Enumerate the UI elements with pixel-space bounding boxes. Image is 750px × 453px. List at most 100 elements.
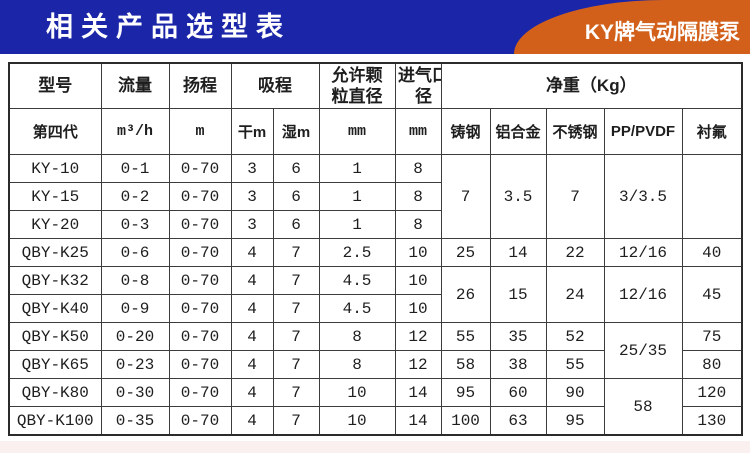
cell-fluorine: 40 (681, 238, 743, 267)
brand-badge: KY牌气动隔膜泵 (514, 0, 750, 54)
bottom-strip (0, 441, 750, 453)
unit-inlet: mm (394, 108, 442, 155)
cell-aluminum: 60 (489, 378, 547, 407)
cell-particle: 1 (318, 154, 396, 183)
cell-inlet: 12 (394, 350, 442, 379)
cell-model: KY-10 (8, 154, 102, 183)
cell-aluminum: 35 (489, 322, 547, 351)
cell-aluminum: 63 (489, 406, 547, 436)
cell-wet: 7 (272, 378, 320, 407)
unit-dry: 干m (230, 108, 274, 155)
cell-inlet: 8 (394, 154, 442, 183)
cell-dry: 4 (230, 238, 274, 267)
cell-head: 0-70 (168, 238, 232, 267)
cell-cast-steel: 25 (440, 238, 491, 267)
unit-fluorine: 衬氟 (681, 108, 743, 155)
cell-flow: 0-6 (100, 238, 170, 267)
cell-model: KY-15 (8, 182, 102, 211)
cell-model: QBY-K100 (8, 406, 102, 436)
cell-cast-steel: 26 (440, 266, 491, 323)
cell-stainless: 95 (545, 406, 605, 436)
unit-stainless: 不锈钢 (545, 108, 605, 155)
cell-inlet: 10 (394, 266, 442, 295)
cell-inlet: 14 (394, 378, 442, 407)
cell-wet: 7 (272, 350, 320, 379)
table-row: KY-15 0-2 0-70 3 6 1 8 (8, 182, 742, 211)
cell-pp-pvdf: 58 (603, 378, 683, 436)
header-bar: 相关产品选型表 KY牌气动隔膜泵 (0, 0, 750, 54)
cell-cast-steel: 100 (440, 406, 491, 436)
cell-stainless: 90 (545, 378, 605, 407)
cell-model: QBY-K65 (8, 350, 102, 379)
cell-flow: 0-8 (100, 266, 170, 295)
cell-model: QBY-K50 (8, 322, 102, 351)
col-header-suction: 吸程 (230, 62, 320, 109)
cell-cast-steel: 55 (440, 322, 491, 351)
col-header-weight: 净重（Kg） (440, 62, 743, 109)
column-header-row: 型号 流量 扬程 吸程 允许颗粒直径 进气口径 净重（Kg） (8, 62, 743, 109)
col-header-flow: 流量 (100, 62, 170, 109)
unit-header-row: 第四代 m³/h m 干m 湿m mm mm 铸钢 铝合金 不锈钢 PP/PVD… (8, 108, 743, 155)
cell-dry: 3 (230, 210, 274, 239)
cell-particle: 4.5 (318, 294, 396, 323)
cell-pp-pvdf: 12/16 (603, 266, 683, 323)
cell-head: 0-70 (168, 322, 232, 351)
cell-wet: 6 (272, 154, 320, 183)
cell-stainless: 22 (545, 238, 605, 267)
product-spec-table: 型号 流量 扬程 吸程 允许颗粒直径 进气口径 净重（Kg） 第四代 m³/h … (8, 62, 744, 436)
col-header-particle-label: 允许颗粒直径 (331, 65, 383, 106)
cell-flow: 0-3 (100, 210, 170, 239)
cell-head: 0-70 (168, 210, 232, 239)
unit-wet: 湿m (272, 108, 320, 155)
cell-stainless: 24 (545, 266, 605, 323)
cell-wet: 6 (272, 210, 320, 239)
cell-flow: 0-35 (100, 406, 170, 436)
cell-particle: 1 (318, 182, 396, 211)
cell-stainless: 52 (545, 322, 605, 351)
brand-badge-label: KY牌气动隔膜泵 (584, 21, 740, 44)
unit-particle: mm (318, 108, 396, 155)
cell-stainless: 7 (545, 154, 605, 239)
cell-head: 0-70 (168, 294, 232, 323)
cell-model: QBY-K80 (8, 378, 102, 407)
cell-dry: 4 (230, 406, 274, 436)
table-row: QBY-K80 0-30 0-70 4 7 10 14 95 60 90 58 … (8, 378, 743, 436)
cell-dry: 4 (230, 266, 274, 295)
col-header-model: 型号 (8, 62, 102, 109)
unit-aluminum: 铝合金 (489, 108, 547, 155)
cell-pp-pvdf: 12/16 (603, 238, 683, 267)
cell-inlet: 10 (394, 238, 442, 267)
cell-head: 0-70 (168, 350, 232, 379)
col-header-particle: 允许颗粒直径 (318, 62, 396, 109)
cell-particle: 4.5 (318, 266, 396, 295)
cell-dry: 3 (230, 154, 274, 183)
cell-flow: 0-9 (100, 294, 170, 323)
cell-model: QBY-K25 (8, 238, 102, 267)
cell-inlet: 12 (394, 322, 442, 351)
cell-wet: 7 (272, 406, 320, 436)
table-row: QBY-K50 0-20 0-70 4 7 8 12 55 35 52 25/3… (8, 322, 743, 379)
cell-inlet: 10 (394, 294, 442, 323)
cell-model: QBY-K32 (8, 266, 102, 295)
unit-cast-steel: 铸钢 (440, 108, 491, 155)
cell-flow: 0-1 (100, 154, 170, 183)
unit-pp-pvdf: PP/PVDF (603, 108, 683, 155)
cell-wet: 6 (272, 182, 320, 211)
cell-flow: 0-2 (100, 182, 170, 211)
cell-pp-pvdf: 25/35 (603, 322, 683, 379)
cell-inlet: 14 (394, 406, 442, 436)
cell-flow: 0-23 (100, 350, 170, 379)
cell-head: 0-70 (168, 154, 232, 183)
table-row: QBY-K25 0-6 0-70 4 7 2.5 10 25 14 22 12/… (8, 238, 743, 267)
cell-dry: 4 (230, 378, 274, 407)
unit-model: 第四代 (8, 108, 102, 155)
cell-wet: 7 (272, 238, 320, 267)
cell-particle: 8 (318, 350, 396, 379)
table-row: KY-10 0-1 0-70 3 6 1 8 7 3.5 7 3/3.5 (8, 154, 743, 239)
cell-wet: 7 (272, 322, 320, 351)
cell-dry: 4 (230, 322, 274, 351)
cell-cast-steel: 95 (440, 378, 491, 407)
cell-particle: 8 (318, 322, 396, 351)
cell-aluminum: 3.5 (489, 154, 547, 239)
cell-aluminum: 14 (489, 238, 547, 267)
